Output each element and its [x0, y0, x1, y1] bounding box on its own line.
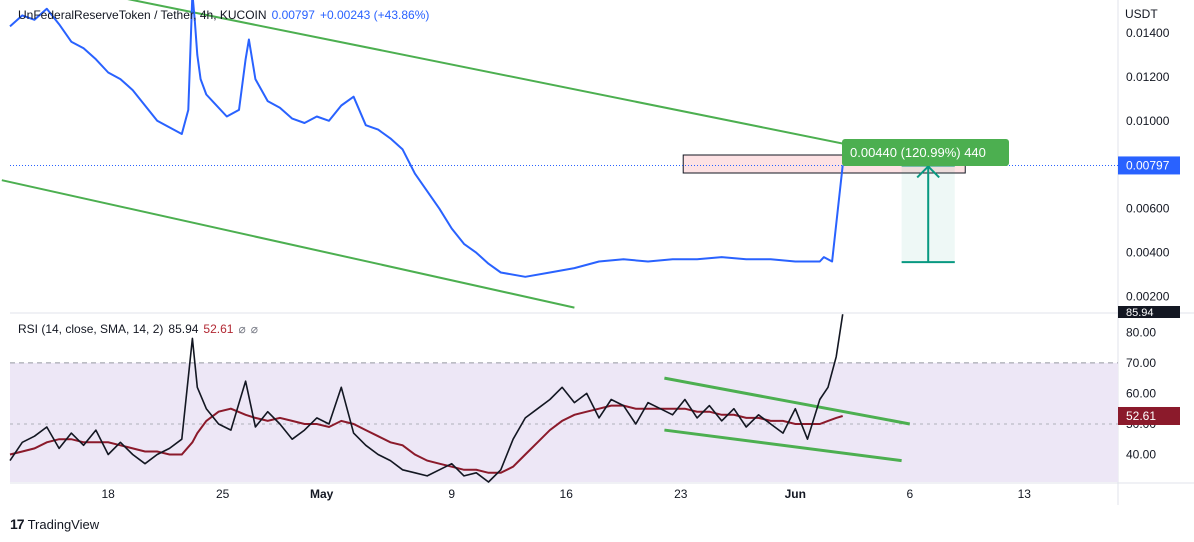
- price-series-line: [9, 0, 844, 278]
- rsi-legend: RSI (14, close, SMA, 14, 2) 85.94 52.61 ⌀ ⌀: [18, 322, 263, 336]
- price-tick-label: 0.01400: [1126, 26, 1170, 40]
- price-change-text: +0.00243 (+43.86%): [319, 8, 430, 22]
- rsi-value-text: 85.94: [168, 322, 199, 336]
- time-tick-label: 9: [448, 487, 455, 501]
- rsi-band: [10, 362, 1118, 482]
- price-tick-label: 0.00200: [1126, 290, 1170, 304]
- measure-label-text: 0.00440 (120.99%) 440: [850, 145, 986, 160]
- rsi-value-badge: [1118, 306, 1180, 318]
- measure-arrow-head: [916, 165, 940, 179]
- rsi-ma-value-text: 52.61: [203, 322, 234, 336]
- rsi-ma-badge-text: 52.61: [1126, 409, 1156, 423]
- rsi-ma-badge: [1118, 406, 1180, 425]
- tradingview-brand: TradingView: [27, 516, 100, 532]
- tradingview-footer[interactable]: 17 TradingView: [10, 516, 99, 532]
- time-tick-label: 18: [101, 487, 115, 501]
- time-tick-label: Jun: [785, 487, 806, 501]
- measure-label-box: [842, 139, 1009, 166]
- rsi-wedge-lower: [664, 428, 902, 463]
- rsi-tick-label: 70.00: [1126, 356, 1156, 370]
- time-tick-label: 6: [906, 487, 913, 501]
- rsi-ma-line: [9, 404, 843, 474]
- eye-off-icon[interactable]: ⌀: [250, 322, 258, 336]
- channel-upper-line: [127, 0, 894, 155]
- currency-label[interactable]: USDT: [1125, 7, 1158, 21]
- eye-off-icon[interactable]: ⌀: [238, 322, 246, 336]
- price-tick-label: 0.00400: [1126, 246, 1170, 260]
- tradingview-logo: 17: [10, 516, 25, 532]
- rsi-line: [9, 314, 844, 483]
- price-legend: UnFederalReserveToken / Tether, 4h, KUCO…: [18, 8, 434, 22]
- price-tick-label: 0.01200: [1126, 70, 1170, 84]
- time-tick-label: 13: [1018, 487, 1032, 501]
- channel-lower-line: [1, 179, 575, 309]
- time-tick-label: May: [310, 487, 334, 501]
- rsi-tick-label: 60.00: [1126, 386, 1156, 400]
- rsi-indicator-title[interactable]: RSI (14, close, SMA, 14, 2): [18, 322, 164, 336]
- last-price-badge: [1118, 156, 1180, 175]
- last-price-badge-text: 0.00797: [1126, 158, 1170, 172]
- rsi-value-badge-text: 85.94: [1126, 307, 1154, 319]
- time-tick-label: 25: [216, 487, 230, 501]
- price-tick-label: 0.01000: [1126, 114, 1170, 128]
- price-tick-label: 0.00600: [1126, 202, 1170, 216]
- rsi-tick-label: 40.00: [1126, 448, 1156, 462]
- rsi-tick-label: 80.00: [1126, 325, 1156, 339]
- time-tick-label: 16: [560, 487, 574, 501]
- rsi-wedge-upper: [664, 376, 911, 426]
- symbol-title[interactable]: UnFederalReserveToken / Tether, 4h, KUCO…: [18, 8, 267, 22]
- last-price-text: 0.00797: [271, 8, 315, 22]
- time-tick-label: 23: [674, 487, 688, 501]
